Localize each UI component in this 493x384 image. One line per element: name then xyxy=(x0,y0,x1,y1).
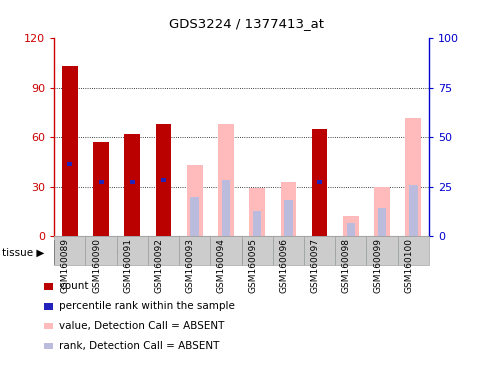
Bar xyxy=(249,189,265,236)
Bar xyxy=(343,217,359,236)
Bar xyxy=(222,180,230,236)
Text: GSM160094: GSM160094 xyxy=(217,238,226,293)
Bar xyxy=(68,162,72,166)
Bar xyxy=(378,208,387,236)
Bar xyxy=(54,240,242,265)
Bar xyxy=(347,223,355,236)
Text: GSM160096: GSM160096 xyxy=(280,238,288,293)
Text: GDS3224 / 1377413_at: GDS3224 / 1377413_at xyxy=(169,17,324,30)
Bar xyxy=(284,200,293,236)
Bar xyxy=(242,240,429,265)
Text: GSM160097: GSM160097 xyxy=(311,238,319,293)
Text: GSM160089: GSM160089 xyxy=(61,238,70,293)
Text: GSM160092: GSM160092 xyxy=(154,238,164,293)
Text: diaphragm: diaphragm xyxy=(116,246,180,259)
Bar xyxy=(218,124,234,236)
Bar xyxy=(187,165,203,236)
Text: heart: heart xyxy=(319,246,351,259)
Text: GSM160091: GSM160091 xyxy=(123,238,132,293)
Text: count: count xyxy=(59,281,89,291)
Bar xyxy=(156,124,172,236)
Bar xyxy=(405,118,421,236)
Bar xyxy=(99,180,104,184)
Text: percentile rank within the sample: percentile rank within the sample xyxy=(59,301,235,311)
Text: rank, Detection Call = ABSENT: rank, Detection Call = ABSENT xyxy=(59,341,219,351)
Bar xyxy=(312,129,327,236)
Bar xyxy=(62,66,78,236)
Bar xyxy=(130,180,135,184)
Bar xyxy=(161,178,166,182)
Text: GSM160093: GSM160093 xyxy=(186,238,195,293)
Bar xyxy=(253,212,261,236)
Bar xyxy=(317,180,322,184)
Text: GSM160095: GSM160095 xyxy=(248,238,257,293)
Text: GSM160098: GSM160098 xyxy=(342,238,351,293)
Text: GSM160099: GSM160099 xyxy=(373,238,382,293)
Bar xyxy=(409,185,418,236)
Bar xyxy=(374,187,390,236)
Text: value, Detection Call = ABSENT: value, Detection Call = ABSENT xyxy=(59,321,224,331)
Bar xyxy=(93,142,109,236)
Bar xyxy=(190,197,199,236)
Text: tissue ▶: tissue ▶ xyxy=(2,247,45,258)
Text: GSM160090: GSM160090 xyxy=(92,238,101,293)
Bar xyxy=(124,134,140,236)
Bar xyxy=(281,182,296,236)
Text: GSM160100: GSM160100 xyxy=(404,238,413,293)
